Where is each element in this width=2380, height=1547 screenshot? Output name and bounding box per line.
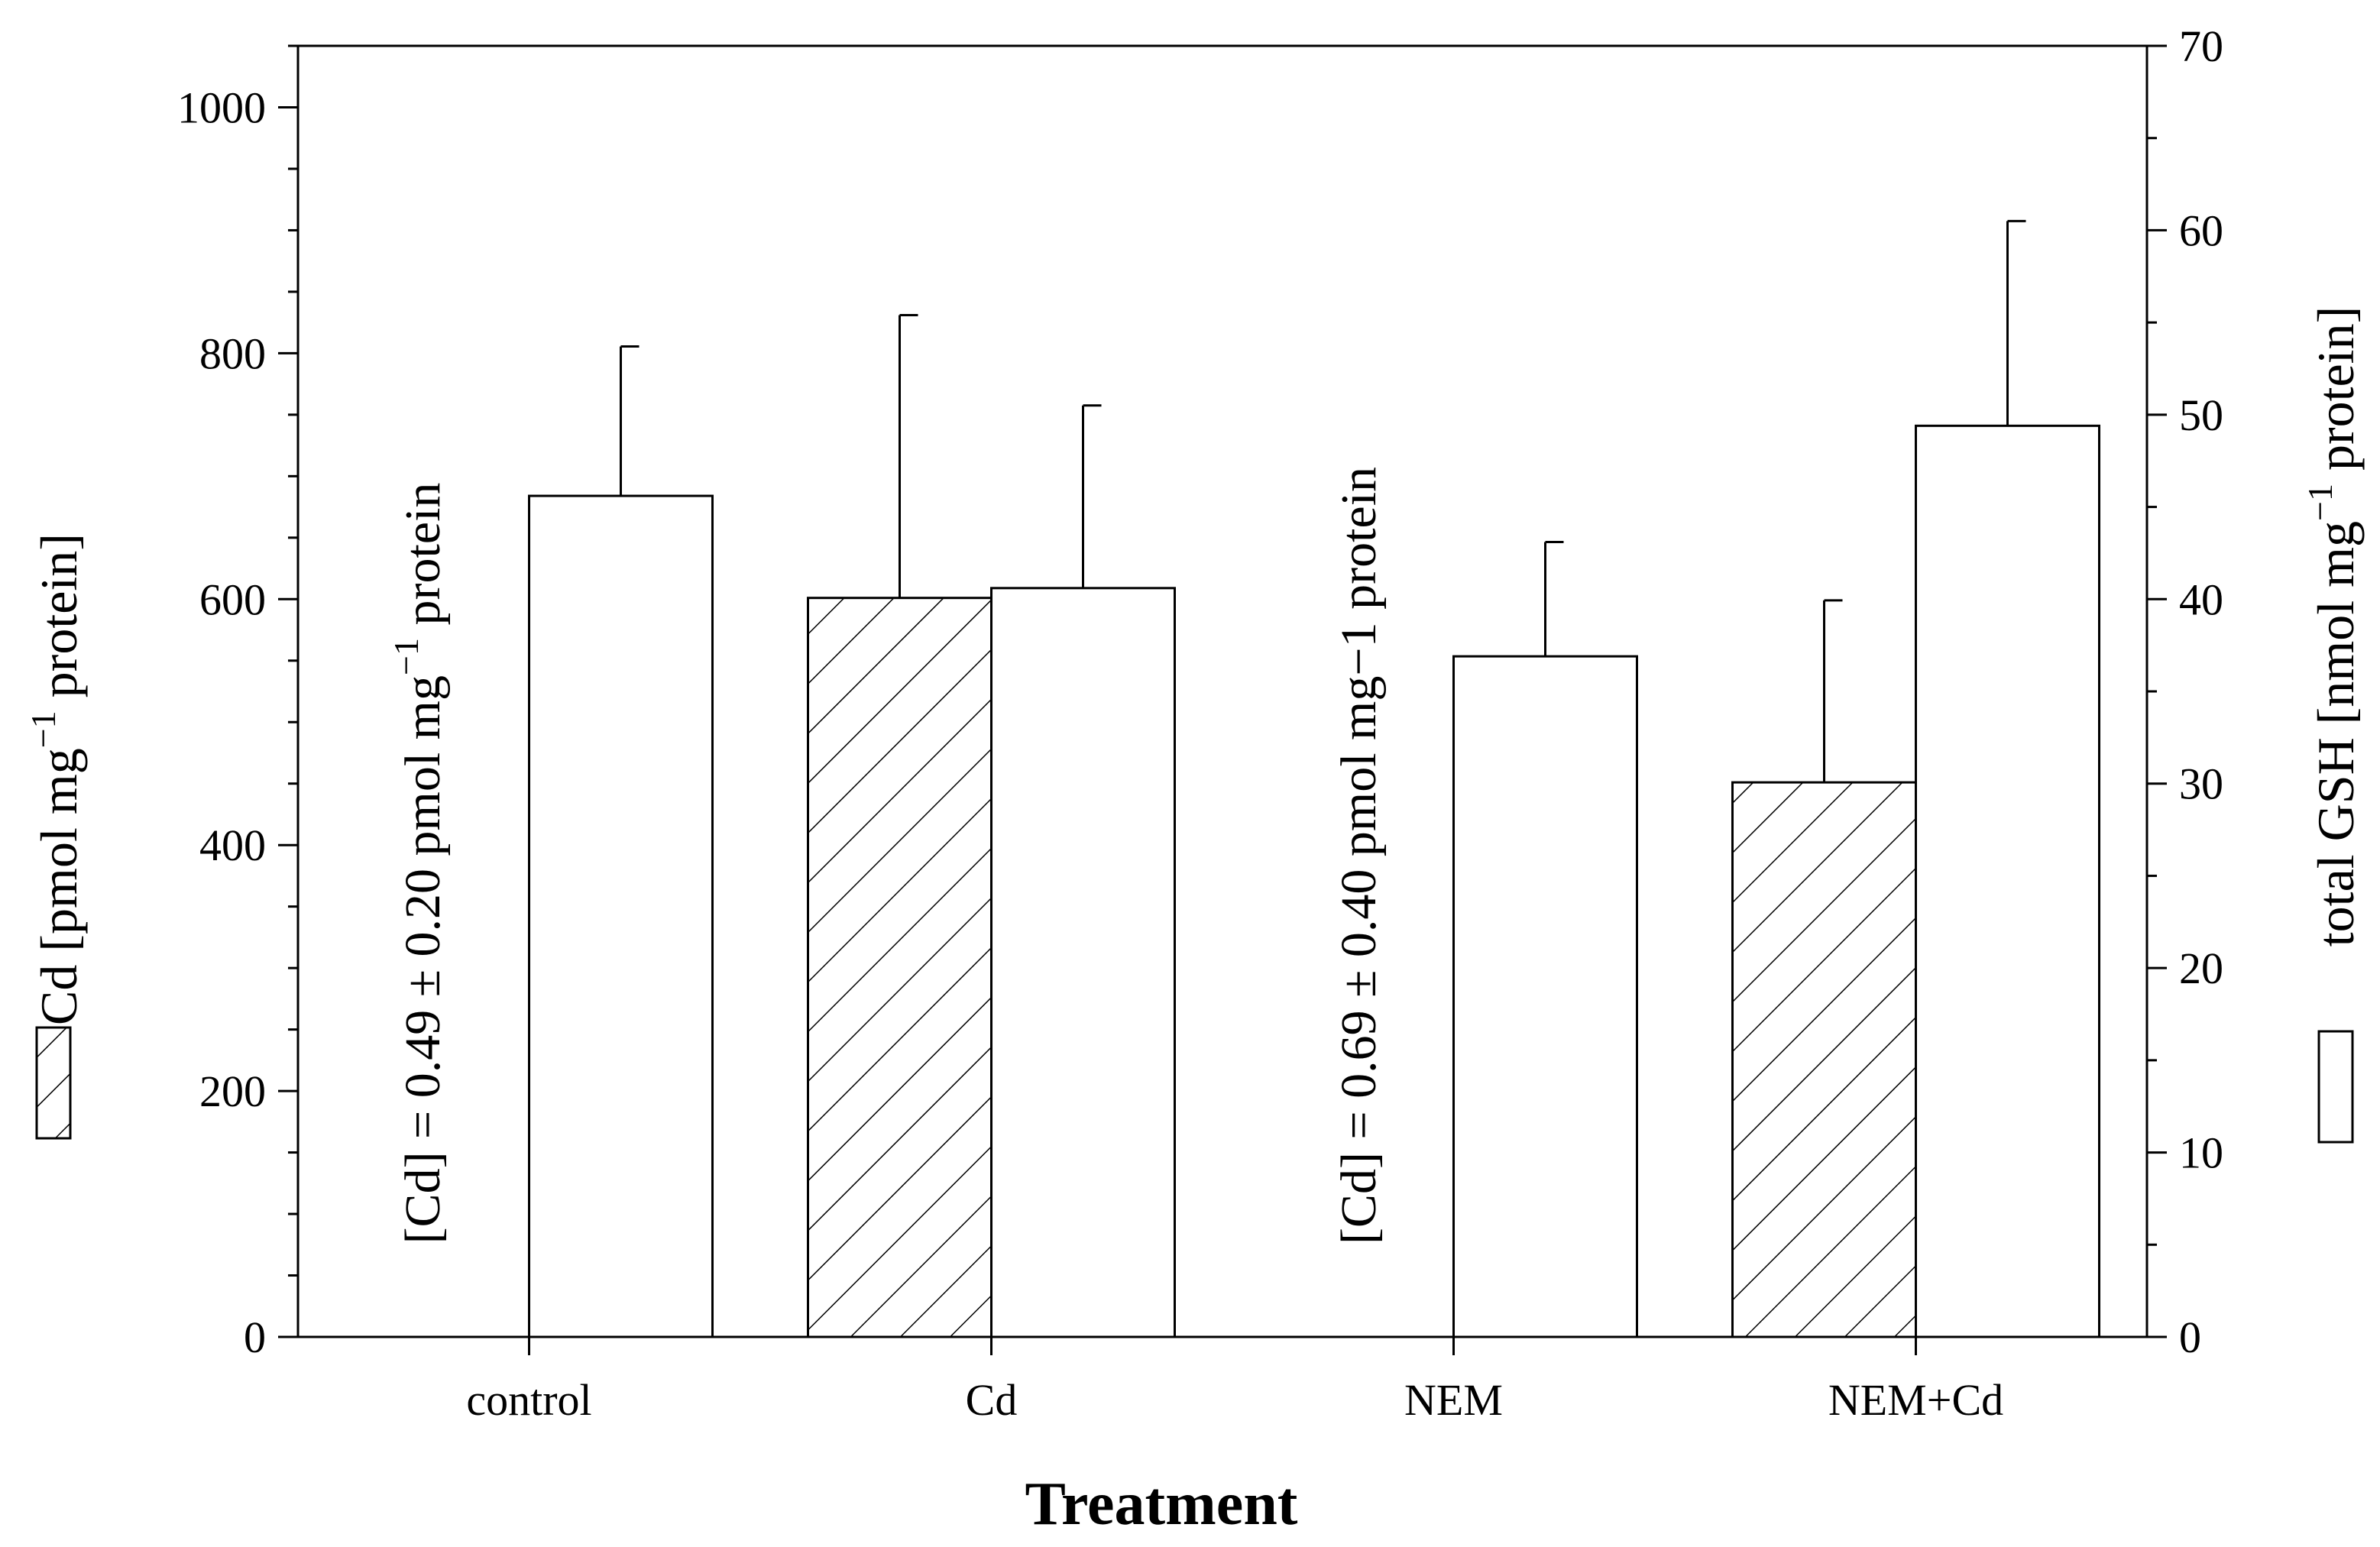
x-axis-title: Treatment [1025,1471,1298,1538]
x-tick-label: NEM [1404,1375,1503,1425]
annotation-control-group: [Cd] = 0.49 ± 0.20 pmol mg−1 protein [387,483,451,1244]
bars [419,219,2100,1338]
gsh-bar-nem-cd [1915,424,2100,1338]
right-legend-open-swatch [2317,1030,2354,1144]
x-tick-label: control [466,1375,591,1425]
left-tick-label: 400 [199,820,266,870]
right-axis-ticks: 0 10 20 30 40 50 60 70 [2147,21,2223,1362]
right-tick-label: 50 [2179,390,2223,440]
gsh-bar-control [528,494,714,1338]
annotation-control: [Cd] = 0.49 ± 0.20 pmol mg−1 protein [387,483,451,1244]
left-tick-label: 600 [199,574,266,624]
left-tick-label: 800 [199,328,266,378]
gsh-bar-cd [990,587,1176,1338]
left-axis-title: Cd [pmol mg−1 protein] [24,533,88,1025]
right-tick-label: 10 [2179,1128,2223,1178]
left-tick-label: 0 [244,1312,266,1362]
right-tick-label: 40 [2179,574,2223,624]
left-legend-hatched-swatch [35,1026,72,1140]
right-axis-title: total GSH [nmol mg−1 protein] [2301,306,2365,947]
cd-bar-cd [807,597,992,1338]
left-tick-label: 200 [199,1066,266,1116]
gsh-bar-nem [1452,655,1638,1338]
x-axis-ticks: control Cd NEM NEM+Cd [466,1337,2003,1425]
annotation-nem-group: [Cd] = 0.69 ± 0.40 pmol mg−1 protein [1331,467,1387,1244]
right-tick-label: 30 [2179,759,2223,809]
left-axis-title-group: Cd [pmol mg−1 protein] [24,533,88,1025]
x-tick-label: NEM+Cd [1828,1375,2003,1425]
left-tick-label: 1000 [177,83,266,132]
right-tick-label: 20 [2179,943,2223,993]
right-axis-title-group: total GSH [nmol mg−1 protein] [2301,306,2365,947]
cd-bar-nem-cd [1731,781,1917,1338]
left-axis-ticks: 0 200 400 600 800 1000 [177,44,298,1362]
annotation-nem: [Cd] = 0.69 ± 0.40 pmol mg−1 protein [1331,467,1387,1244]
x-tick-label: Cd [966,1375,1018,1425]
right-tick-label: 70 [2179,21,2223,71]
right-tick-label: 0 [2179,1312,2201,1362]
right-tick-label: 60 [2179,206,2223,255]
